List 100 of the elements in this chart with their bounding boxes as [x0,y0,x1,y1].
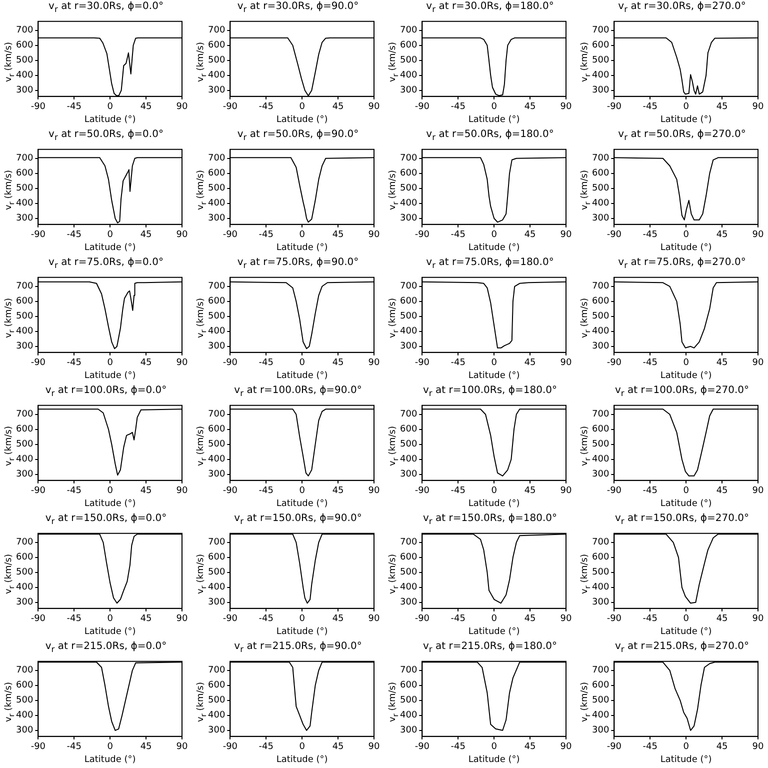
y-tick-label: 500 [592,184,610,194]
x-tick-label: 45 [140,358,152,368]
y-tick-label: 400 [400,198,418,209]
x-tick-label: 90 [752,486,764,496]
y-tick-label: 500 [16,568,34,578]
y-tick-label: 400 [208,70,226,81]
x-axis-title: Latitude (°) [468,114,520,125]
x-tick-label: 90 [752,742,764,752]
chart-title: v$_{r}$ at r=100.0Rs, ϕ=180.0° [422,384,558,398]
y-tick-label: 400 [208,326,226,337]
x-tick-label: 90 [368,614,380,624]
x-tick-label: -90 [30,486,46,496]
x-tick-label: -45 [258,230,274,240]
y-tick-label: 600 [400,168,418,179]
y-tick-label: 500 [400,312,418,322]
x-tick-label: 0 [491,486,498,496]
y-tick-label: 300 [16,726,34,736]
y-tick-label: 500 [16,696,34,706]
x-tick-label: 0 [491,614,498,624]
chart-title: v$_{r}$ at r=30.0Rs, ϕ=0.0° [48,0,164,14]
x-tick-label: -90 [606,102,622,112]
chart-title: v$_{r}$ at r=215.0Rs, ϕ=90.0° [233,640,363,654]
x-tick-label: 45 [716,358,728,368]
x-tick-label: -90 [414,486,430,496]
x-tick-label: -90 [606,742,622,752]
y-tick-label: 500 [400,696,418,706]
chart-title: v$_{r}$ at r=75.0Rs, ϕ=90.0° [236,256,360,270]
y-tick-label: 400 [16,326,34,337]
x-tick-label: 0 [107,614,114,624]
x-tick-label: 0 [683,358,690,368]
y-tick-label: 600 [16,680,34,691]
y-tick-label: 700 [592,282,610,292]
y-tick-label: 500 [400,440,418,450]
x-tick-label: -90 [606,614,622,624]
y-tick-label: 600 [592,296,610,307]
y-tick-label: 300 [16,86,34,96]
x-tick-label: -90 [222,230,238,240]
y-tick-label: 700 [208,154,226,164]
x-tick-label: 90 [560,486,572,496]
x-tick-label: -90 [30,614,46,624]
x-tick-label: 45 [716,486,728,496]
x-tick-label: -45 [66,358,82,368]
x-axis-title: Latitude (°) [84,114,136,125]
x-tick-label: -90 [30,102,46,112]
y-tick-label: 400 [16,710,34,721]
x-tick-label: -45 [66,486,82,496]
y-tick-label: 600 [400,424,418,435]
x-tick-label: 45 [524,614,536,624]
y-tick-label: 400 [400,710,418,721]
x-tick-label: -45 [450,742,466,752]
y-tick-label: 500 [400,56,418,66]
x-tick-label: 0 [107,230,114,240]
y-tick-label: 300 [400,342,418,352]
y-tick-label: 600 [208,40,226,51]
y-tick-label: 500 [208,56,226,66]
y-tick-label: 700 [592,410,610,420]
y-tick-label: 300 [592,342,610,352]
x-tick-label: 45 [332,358,344,368]
x-tick-label: 0 [683,102,690,112]
x-tick-label: 90 [368,742,380,752]
y-tick-label: 400 [208,582,226,593]
chart-title: v$_{r}$ at r=50.0Rs, ϕ=0.0° [48,128,164,142]
y-tick-label: 700 [208,410,226,420]
y-tick-label: 600 [208,424,226,435]
y-tick-label: 400 [208,454,226,465]
y-tick-label: 400 [400,454,418,465]
y-tick-label: 300 [592,86,610,96]
x-axis-title: Latitude (°) [84,242,136,253]
y-tick-label: 500 [592,312,610,322]
y-tick-label: 700 [400,538,418,548]
chart-title: v$_{r}$ at r=30.0Rs, ϕ=90.0° [236,0,360,14]
y-tick-label: 700 [400,410,418,420]
y-tick-label: 500 [208,696,226,706]
chart-title: v$_{r}$ at r=100.0Rs, ϕ=0.0° [44,384,168,398]
x-tick-label: 90 [176,614,188,624]
y-tick-label: 500 [208,440,226,450]
x-tick-label: -45 [450,358,466,368]
x-tick-label: 45 [140,742,152,752]
x-tick-label: 0 [491,102,498,112]
y-tick-label: 700 [16,282,34,292]
y-tick-label: 600 [592,40,610,51]
y-tick-label: 600 [400,680,418,691]
x-axis-title: Latitude (°) [276,370,328,381]
x-tick-label: -45 [450,230,466,240]
x-tick-label: 0 [491,358,498,368]
y-tick-label: 700 [592,26,610,36]
x-tick-label: -90 [30,742,46,752]
y-tick-label: 400 [592,70,610,81]
y-tick-label: 400 [592,710,610,721]
chart-title: v$_{r}$ at r=50.0Rs, ϕ=90.0° [236,128,360,142]
x-tick-label: 0 [107,102,114,112]
y-tick-label: 500 [208,568,226,578]
chart-title: v$_{r}$ at r=75.0Rs, ϕ=270.0° [617,256,747,270]
x-axis-title: Latitude (°) [660,114,712,125]
y-tick-label: 400 [400,70,418,81]
y-tick-label: 400 [592,326,610,337]
x-tick-label: 90 [176,486,188,496]
chart-title: v$_{r}$ at r=150.0Rs, ϕ=270.0° [614,512,750,526]
y-tick-label: 700 [592,154,610,164]
y-tick-label: 600 [16,168,34,179]
